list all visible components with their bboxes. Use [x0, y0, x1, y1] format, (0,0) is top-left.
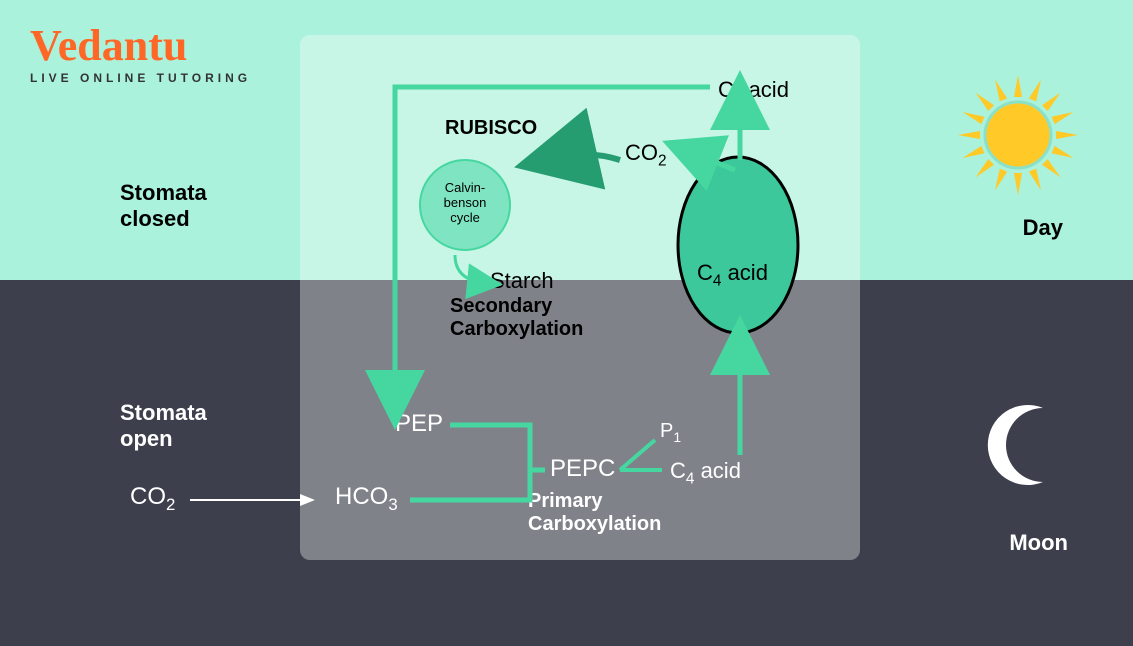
c3-acid-label: C3 acid — [718, 77, 789, 107]
pep-label: PEP — [395, 410, 443, 438]
primary-label: PrimaryCarboxylation — [528, 490, 698, 536]
logo-tagline: LIVE ONLINE TUTORING — [30, 71, 251, 85]
secondary-label: SecondaryCarboxylation — [450, 295, 620, 341]
c4-bottom-label: C4 acid — [670, 458, 741, 488]
c4-ellipse — [668, 150, 808, 340]
logo-name: Vedantu — [30, 20, 251, 71]
sun-icon — [953, 70, 1083, 200]
starch-label: Starch — [490, 268, 554, 294]
logo: Vedantu LIVE ONLINE TUTORING — [30, 20, 251, 85]
pepc-label: PEPC — [550, 455, 615, 483]
moon-label: Moon — [1009, 530, 1068, 556]
stomata-open-text: Stomataopen — [120, 400, 207, 451]
calvin-label: Calvin-bensoncycle — [435, 180, 495, 225]
rubisco-label: RUBISCO — [445, 117, 537, 140]
p1-label: P1 — [660, 420, 681, 445]
co2-label: CO2 — [625, 140, 667, 170]
stomata-closed-label: Stomataclosed — [120, 180, 207, 232]
stomata-open-label: Stomataopen — [120, 400, 207, 452]
c4-ellipse-label: C4 acid — [697, 260, 768, 290]
moon-icon — [983, 400, 1073, 490]
co2-external-label: CO2 — [130, 483, 175, 515]
day-label: Day — [1023, 215, 1063, 241]
stomata-closed-text: Stomataclosed — [120, 180, 207, 231]
hco3-label: HCO3 — [335, 483, 398, 515]
